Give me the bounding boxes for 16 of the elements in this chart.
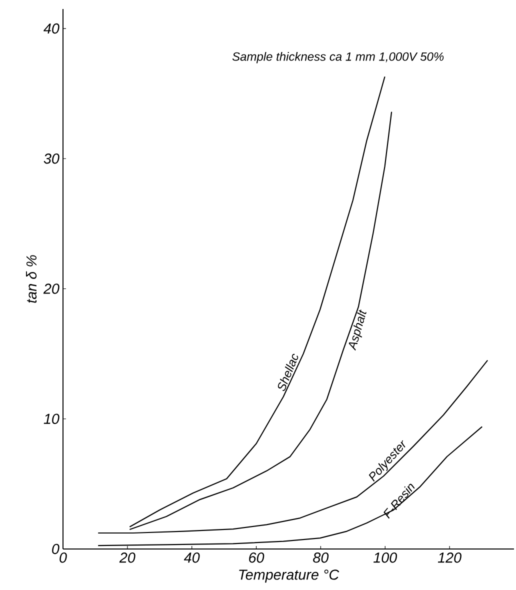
x-tick-label: 40 xyxy=(184,552,200,563)
y-tick-label: 10 xyxy=(44,414,60,424)
x-tick-label: 120 xyxy=(438,552,462,563)
y-tick-label: 40 xyxy=(44,23,60,34)
y-tick-label: 20 xyxy=(43,284,60,294)
y-tick-label: 30 xyxy=(44,154,60,164)
text: Asphalt xyxy=(348,310,366,351)
x-tick-label: 20 xyxy=(119,552,136,563)
x-tick-label: 80 xyxy=(313,552,329,563)
x-axis-title: Temperature °C xyxy=(239,570,340,583)
x-tick-label: 60 xyxy=(249,552,264,563)
annotation: Sample thickness ca 1 mm 1,000V 50% xyxy=(232,52,444,64)
x-tick-label: 0 xyxy=(60,552,67,563)
y-tick-label: 0 xyxy=(52,544,60,554)
x-tick-label: 100 xyxy=(374,552,398,563)
y-axis-title: tan δ % xyxy=(26,255,37,303)
